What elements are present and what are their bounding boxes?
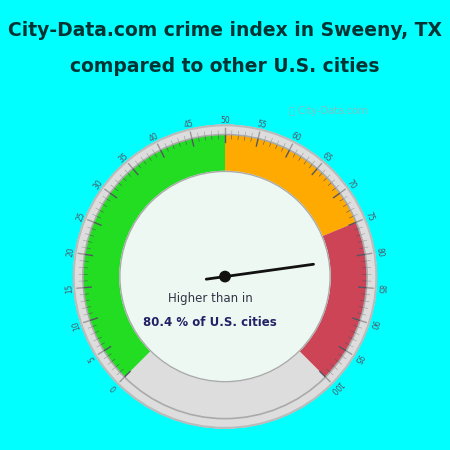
Circle shape (74, 125, 376, 428)
Text: 15: 15 (64, 284, 74, 294)
Text: 70: 70 (345, 178, 358, 191)
Text: 25: 25 (75, 211, 86, 223)
Wedge shape (225, 135, 356, 236)
Wedge shape (83, 135, 225, 377)
Text: ⓘ City-Data.com: ⓘ City-Data.com (289, 105, 368, 116)
Text: 0: 0 (110, 382, 119, 392)
Text: 85: 85 (376, 284, 386, 294)
Circle shape (74, 125, 376, 428)
Text: 90: 90 (368, 319, 379, 331)
Text: 80: 80 (374, 247, 385, 257)
Text: 40: 40 (148, 131, 161, 144)
Text: 55: 55 (256, 119, 267, 130)
Text: 30: 30 (92, 178, 105, 191)
Text: 5: 5 (87, 354, 97, 363)
Text: City-Data.com crime index in Sweeny, TX: City-Data.com crime index in Sweeny, TX (8, 21, 442, 40)
Text: 95: 95 (352, 352, 365, 365)
Text: 20: 20 (65, 247, 76, 257)
Text: 45: 45 (183, 119, 194, 130)
Text: 50: 50 (220, 116, 230, 125)
Text: compared to other U.S. cities: compared to other U.S. cities (70, 57, 380, 76)
Text: Higher than in: Higher than in (168, 292, 252, 305)
Text: 75: 75 (363, 211, 375, 223)
Text: 80.4 % of U.S. cities: 80.4 % of U.S. cities (144, 316, 277, 329)
Text: 10: 10 (71, 319, 82, 331)
Circle shape (220, 271, 230, 282)
Text: 100: 100 (327, 379, 344, 396)
Circle shape (120, 171, 330, 382)
Wedge shape (299, 222, 367, 377)
Text: 35: 35 (117, 151, 130, 164)
Text: 60: 60 (289, 131, 302, 144)
Text: 65: 65 (320, 151, 333, 164)
